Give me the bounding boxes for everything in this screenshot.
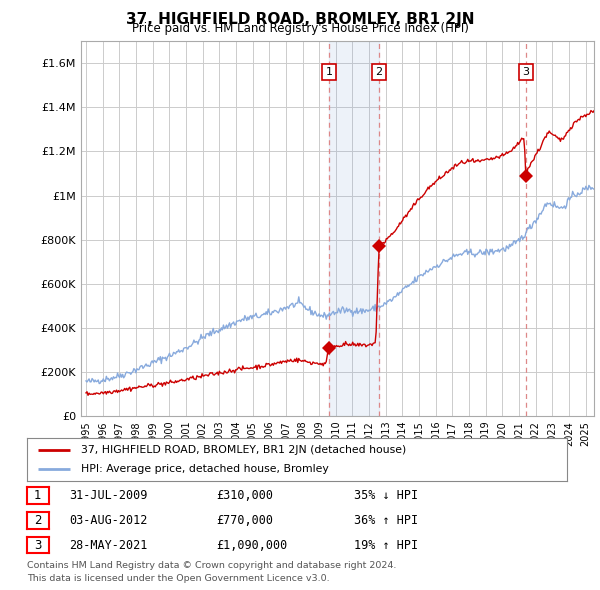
Text: 3: 3 — [523, 67, 529, 77]
Text: 1: 1 — [325, 67, 332, 77]
Text: 1: 1 — [34, 489, 41, 502]
Bar — [329, 41, 379, 416]
Text: 2: 2 — [376, 67, 383, 77]
Text: 36% ↑ HPI: 36% ↑ HPI — [354, 514, 418, 527]
Text: £310,000: £310,000 — [216, 489, 273, 502]
Text: 37, HIGHFIELD ROAD, BROMLEY, BR1 2JN (detached house): 37, HIGHFIELD ROAD, BROMLEY, BR1 2JN (de… — [81, 445, 406, 455]
Text: £1,090,000: £1,090,000 — [216, 539, 287, 552]
Text: 35% ↓ HPI: 35% ↓ HPI — [354, 489, 418, 502]
Text: 3: 3 — [34, 539, 41, 552]
Text: 31-JUL-2009: 31-JUL-2009 — [69, 489, 148, 502]
Text: 19% ↑ HPI: 19% ↑ HPI — [354, 539, 418, 552]
Text: Price paid vs. HM Land Registry's House Price Index (HPI): Price paid vs. HM Land Registry's House … — [131, 22, 469, 35]
Text: 03-AUG-2012: 03-AUG-2012 — [69, 514, 148, 527]
Text: 37, HIGHFIELD ROAD, BROMLEY, BR1 2JN: 37, HIGHFIELD ROAD, BROMLEY, BR1 2JN — [126, 12, 474, 27]
Text: Contains HM Land Registry data © Crown copyright and database right 2024.: Contains HM Land Registry data © Crown c… — [27, 561, 397, 570]
Text: 2: 2 — [34, 514, 41, 527]
Text: HPI: Average price, detached house, Bromley: HPI: Average price, detached house, Brom… — [81, 464, 329, 474]
Text: 28-MAY-2021: 28-MAY-2021 — [69, 539, 148, 552]
Text: This data is licensed under the Open Government Licence v3.0.: This data is licensed under the Open Gov… — [27, 574, 329, 583]
Text: £770,000: £770,000 — [216, 514, 273, 527]
